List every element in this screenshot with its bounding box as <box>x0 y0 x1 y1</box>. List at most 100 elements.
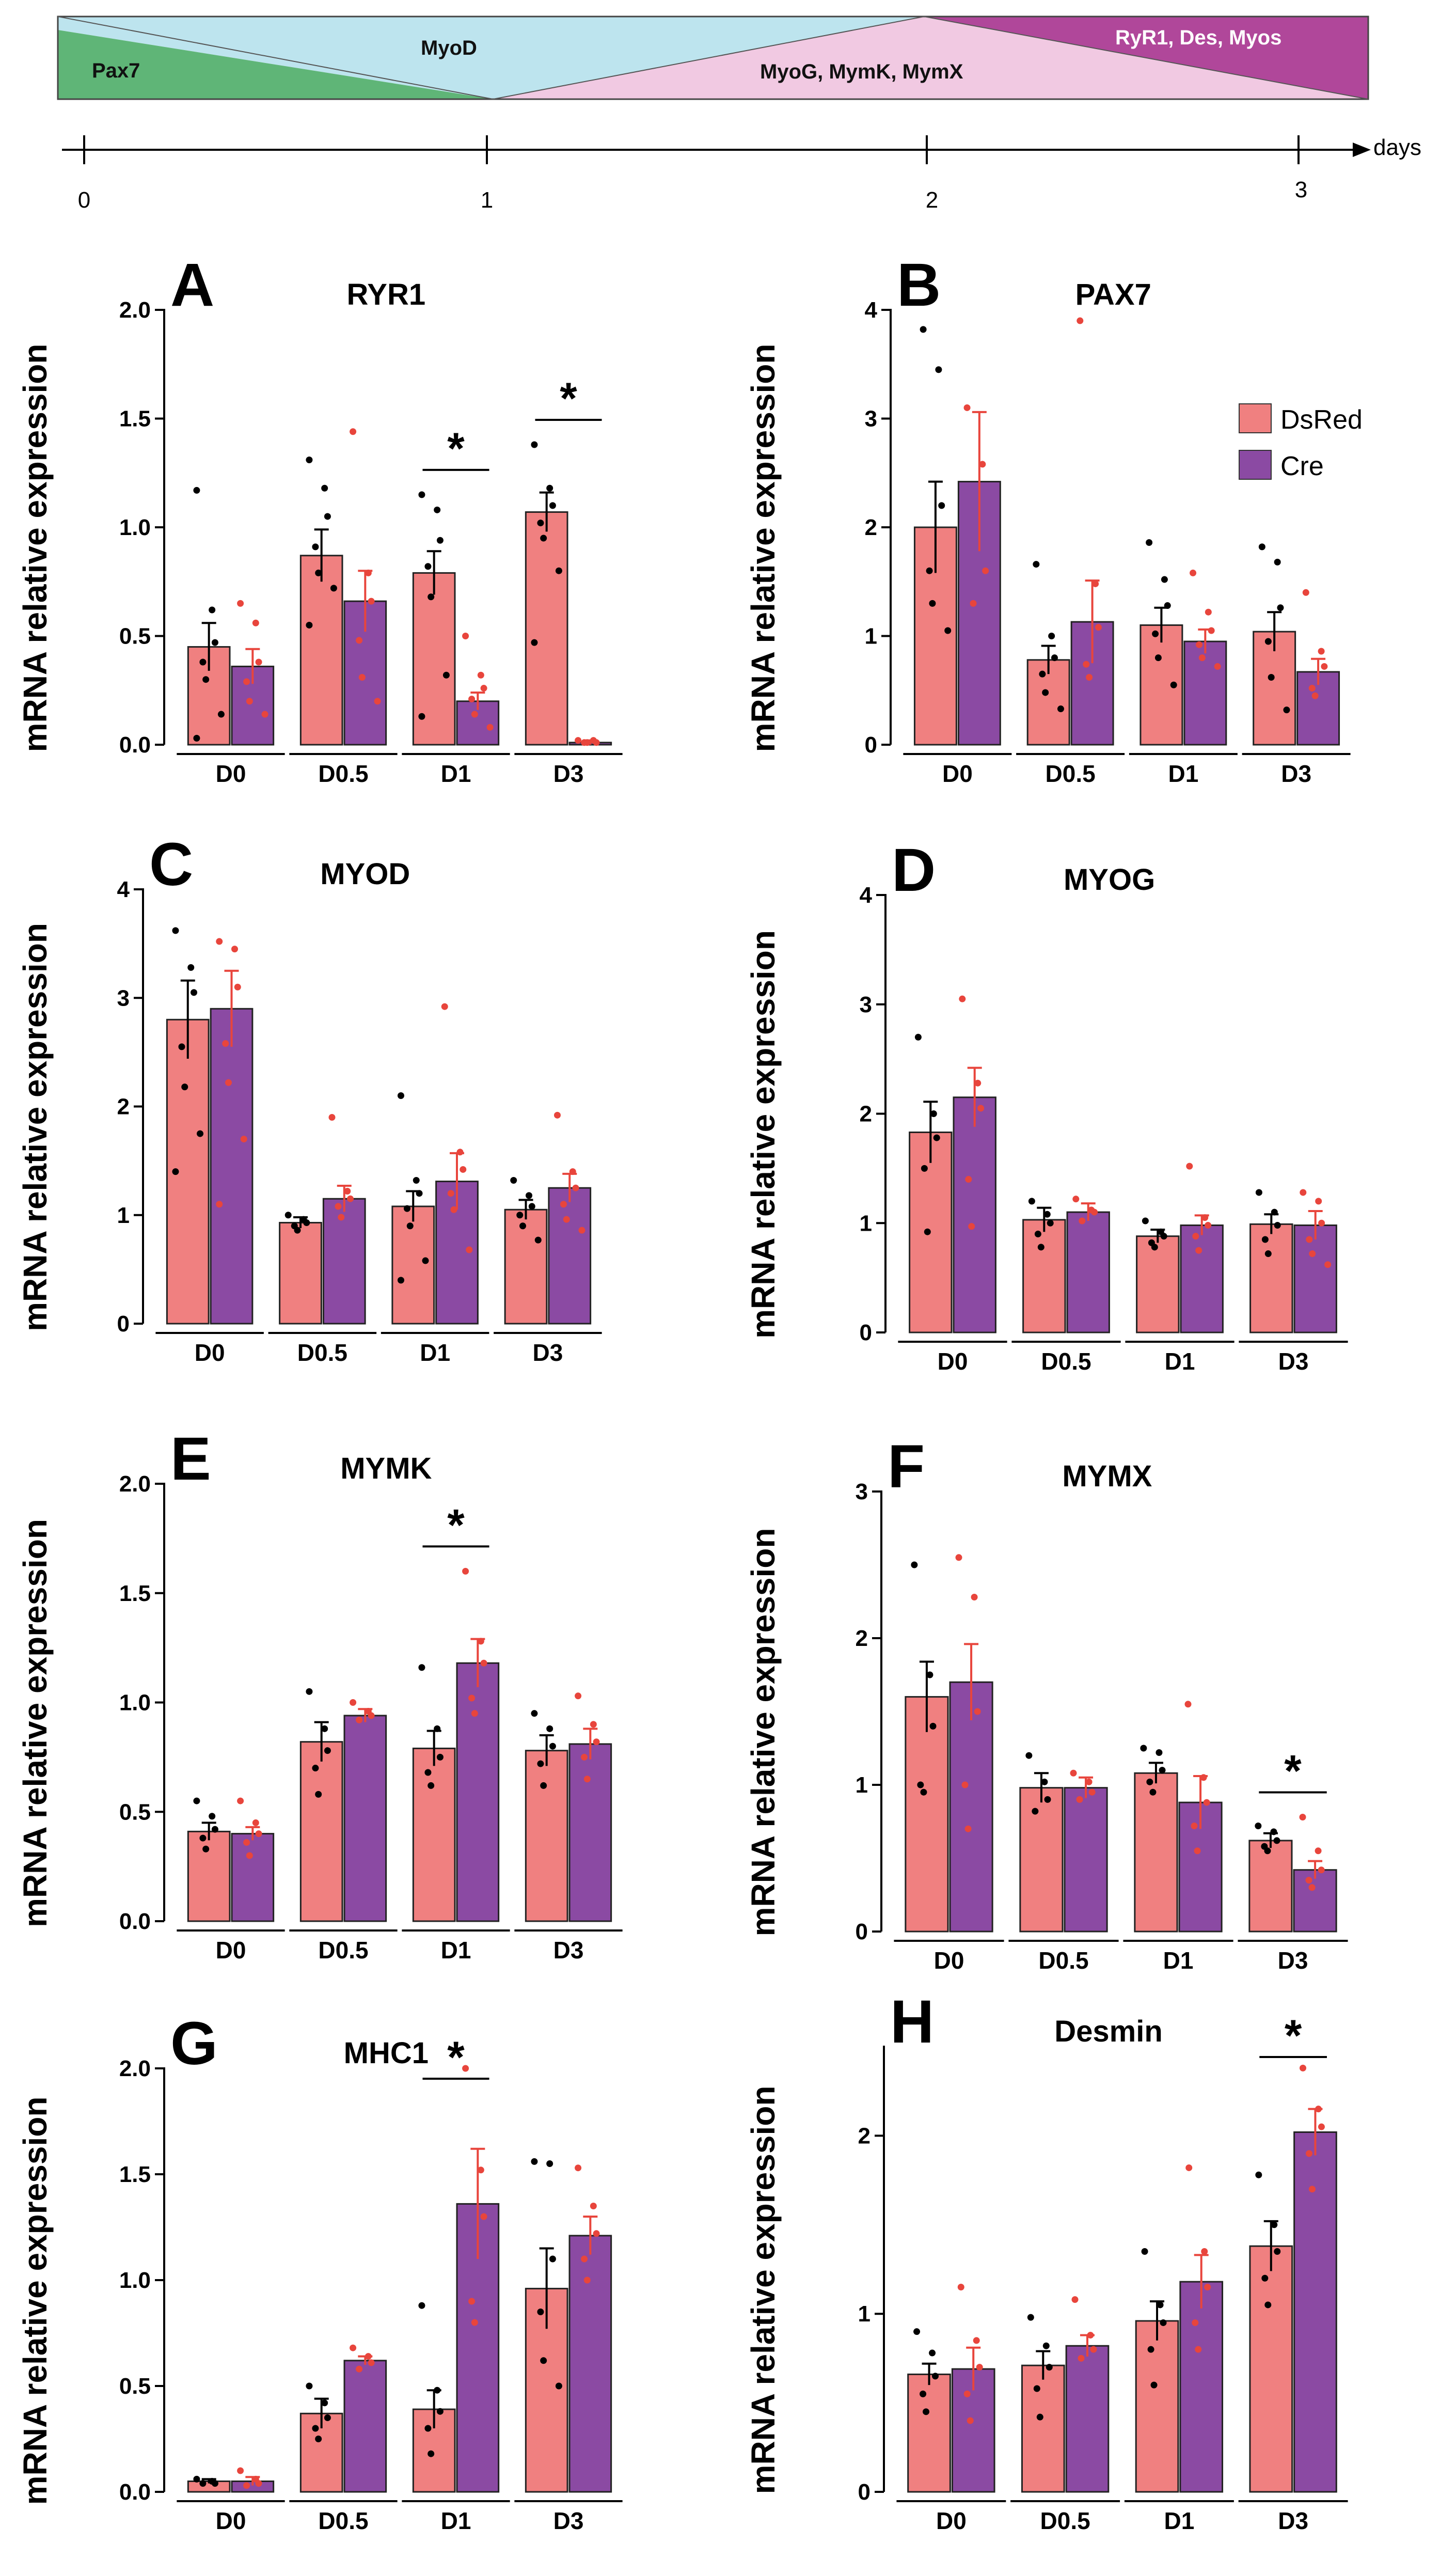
data-point <box>1308 2186 1316 2193</box>
data-point <box>1142 1217 1149 1224</box>
data-point <box>1194 1847 1201 1855</box>
data-point <box>1091 1208 1098 1216</box>
data-point <box>590 2203 597 2209</box>
data-point <box>1283 707 1290 714</box>
data-point <box>581 2255 588 2263</box>
y-tick-label: 2.0 <box>119 1471 151 1497</box>
data-point <box>1315 1198 1322 1205</box>
data-point <box>347 1195 354 1202</box>
data-point <box>462 2065 469 2072</box>
data-point <box>549 502 556 509</box>
bar-dsred-d0.5 <box>299 1741 343 1922</box>
panel-title: MYMK <box>340 1452 432 1485</box>
bar-dsred-d1 <box>412 1747 456 1922</box>
data-point <box>583 2277 591 2284</box>
x-category-label: D3 <box>1281 760 1311 787</box>
data-point <box>1306 1236 1313 1243</box>
stage-myod-label: MyoD <box>421 37 477 59</box>
data-point <box>321 1725 328 1732</box>
timeline-arrowhead <box>1353 143 1371 157</box>
significance-star: * <box>1285 2011 1302 2061</box>
data-point <box>1149 1788 1157 1796</box>
data-point <box>1196 641 1203 648</box>
bar-dsred-d3 <box>1249 1223 1293 1333</box>
y-tick-label: 0.0 <box>119 732 151 758</box>
panel-title: MHC1 <box>344 2036 429 2070</box>
data-point <box>462 633 469 639</box>
data-point <box>959 995 966 1002</box>
data-point <box>237 600 244 607</box>
y-tick-label: 0.5 <box>119 2374 151 2399</box>
bar-cre-d0 <box>210 1008 254 1325</box>
data-point <box>1201 2248 1208 2255</box>
data-point <box>920 326 927 333</box>
data-point <box>578 1227 585 1234</box>
data-point <box>460 1166 467 1173</box>
data-point <box>335 1203 342 1210</box>
data-point <box>1037 1244 1044 1251</box>
data-point <box>434 506 441 513</box>
data-point <box>356 637 363 644</box>
data-point <box>303 1219 310 1226</box>
panel-a: 0.0 0.5 1.0 1.5 2.0 mRNA relative expression A… <box>17 251 623 787</box>
data-point <box>531 2158 538 2165</box>
x-category-label: D0.5 <box>318 760 368 787</box>
bar-dsred-d3 <box>525 511 568 746</box>
bar-cre-d3 <box>1293 1869 1337 1933</box>
y-tick-label: 0 <box>117 1311 130 1337</box>
data-point <box>306 2382 313 2390</box>
y-tick-label: 0.5 <box>119 1799 151 1825</box>
x-category-label: D0 <box>936 2507 967 2534</box>
data-point <box>321 484 328 492</box>
x-category-label: D1 <box>1165 1348 1195 1375</box>
data-point <box>324 2414 331 2421</box>
data-point <box>477 671 484 679</box>
data-point <box>1273 1837 1280 1844</box>
timeline-tick-label-1: 1 <box>481 187 493 213</box>
data-point <box>1079 1217 1086 1224</box>
data-point <box>926 567 933 574</box>
y-tick-label: 0 <box>865 732 877 758</box>
panel-letter: G <box>170 2009 218 2078</box>
data-point <box>528 1203 535 1210</box>
data-point <box>197 1130 204 1137</box>
data-point <box>1264 1250 1272 1258</box>
bar-dsred-d0.5 <box>299 555 343 746</box>
x-category-label: D0 <box>938 1348 968 1375</box>
data-point <box>468 2298 476 2305</box>
data-point <box>1032 1808 1039 1815</box>
data-point <box>1264 638 1272 645</box>
y-axis-label: mRNA relative expression <box>745 1528 782 1937</box>
data-point <box>450 1206 457 1213</box>
bar-dsred-d1 <box>412 572 456 746</box>
data-point <box>1200 1774 1207 1781</box>
data-point <box>963 2390 971 2397</box>
data-point <box>365 569 372 576</box>
data-point <box>1025 1752 1033 1759</box>
y-tick-label: 1.5 <box>119 2162 151 2187</box>
data-point <box>593 739 600 746</box>
bar-dsred-d1 <box>1136 1235 1180 1333</box>
x-category-label: D1 <box>1164 2507 1194 2534</box>
legend-swatch-cre <box>1239 450 1272 480</box>
x-category-label: D0.5 <box>318 2507 368 2534</box>
data-point <box>1271 2221 1278 2228</box>
data-point <box>1299 1813 1306 1820</box>
data-point <box>321 2399 328 2407</box>
x-category-label: D0 <box>216 760 246 787</box>
data-point <box>1151 1244 1158 1251</box>
data-point <box>350 428 357 435</box>
data-point <box>216 938 223 945</box>
data-point <box>199 658 207 666</box>
significance-star: * <box>560 374 577 423</box>
bar-dsred-d3 <box>504 1208 548 1325</box>
data-point <box>209 1813 216 1820</box>
data-point <box>1315 2106 1322 2113</box>
data-point <box>172 1168 179 1175</box>
y-tick-label: 4 <box>117 877 130 902</box>
data-point <box>1274 2248 1281 2255</box>
legend-label-cre: Cre <box>1280 451 1324 481</box>
data-point <box>306 456 313 463</box>
data-point <box>350 1699 357 1706</box>
data-point <box>243 2482 250 2489</box>
